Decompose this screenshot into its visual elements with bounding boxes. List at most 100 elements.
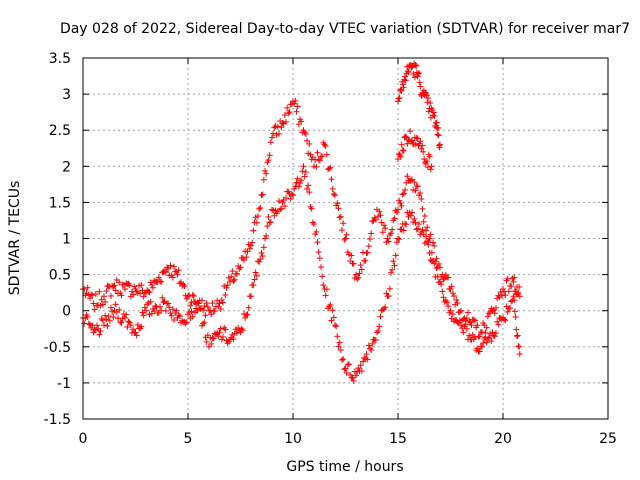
data-point: [276, 130, 282, 137]
data-point: [249, 239, 256, 246]
data-point: [358, 368, 365, 375]
data-point: [99, 317, 106, 324]
data-point: [263, 170, 270, 177]
data-point: [333, 323, 340, 330]
data-point: [420, 218, 427, 225]
data-point: [405, 69, 412, 76]
data-point: [126, 319, 133, 326]
data-point: [423, 158, 430, 165]
data-point: [466, 318, 473, 325]
data-point: [137, 290, 144, 297]
data-point: [340, 220, 347, 227]
data-point: [342, 365, 349, 372]
data-point: [162, 269, 169, 276]
data-point: [145, 288, 152, 295]
data-point: [388, 269, 394, 276]
data-point: [302, 130, 309, 137]
data-point: [372, 216, 379, 223]
data-point: [353, 372, 359, 379]
data-point: [435, 124, 442, 131]
data-point: [417, 83, 424, 90]
data-point: [138, 323, 145, 330]
data-point: [337, 347, 344, 354]
data-point: [402, 77, 409, 84]
data-point: [316, 255, 323, 262]
data-point: [385, 238, 392, 245]
data-point: [90, 300, 97, 307]
data-point: [187, 302, 194, 309]
data-point: [151, 308, 158, 315]
data-point: [300, 163, 307, 170]
data-point: [445, 274, 452, 281]
data-point: [409, 63, 415, 70]
data-point: [327, 164, 334, 171]
data-point: [202, 312, 209, 319]
data-point: [470, 316, 477, 323]
data-point: [392, 252, 399, 259]
data-point: [106, 317, 113, 324]
data-point: [270, 130, 277, 137]
data-point: [407, 212, 414, 219]
data-point: [125, 280, 132, 287]
data-point: [416, 70, 422, 77]
data-point: [175, 312, 182, 319]
data-point: [476, 348, 483, 355]
data-point: [511, 274, 518, 281]
data-point: [444, 299, 450, 306]
data-point: [277, 206, 284, 213]
data-point: [416, 221, 422, 228]
data-point: [498, 292, 505, 299]
data-point: [516, 293, 523, 300]
data-point: [396, 95, 403, 102]
data-point: [476, 333, 483, 340]
data-point: [434, 131, 441, 138]
data-point: [326, 165, 333, 172]
data-point: [155, 274, 162, 281]
data-point: [395, 95, 402, 102]
data-point: [508, 283, 515, 290]
data-point: [463, 315, 470, 322]
data-point: [513, 326, 520, 333]
data-point: [356, 270, 363, 277]
data-point: [393, 209, 400, 216]
chart-title: Day 028 of 2022, Sidereal Day-to-day VTE…: [60, 21, 630, 37]
data-point: [108, 292, 114, 299]
data-point: [285, 110, 292, 117]
data-point: [421, 212, 428, 219]
data-point: [479, 343, 485, 350]
data-point: [239, 327, 246, 334]
data-point: [218, 336, 225, 343]
data-point: [431, 260, 438, 267]
data-point: [108, 304, 114, 311]
data-point: [224, 282, 231, 289]
data-point: [103, 288, 110, 295]
data-point: [140, 293, 147, 300]
data-point: [412, 219, 419, 226]
data-point: [367, 236, 373, 243]
data-point: [259, 191, 266, 198]
data-point: [228, 273, 235, 280]
data-point: [298, 177, 305, 184]
data-point: [130, 291, 137, 298]
y-tick-label: 0.5: [49, 268, 71, 284]
data-point: [472, 334, 478, 341]
data-point: [306, 140, 313, 147]
data-point: [230, 277, 237, 284]
data-point: [407, 128, 414, 135]
data-point: [379, 229, 386, 236]
data-point: [284, 104, 291, 111]
data-point: [486, 310, 492, 317]
data-point: [262, 235, 268, 242]
data-point: [505, 288, 512, 295]
data-point: [339, 356, 345, 363]
data-point: [329, 185, 336, 192]
data-point: [218, 296, 225, 303]
data-point: [339, 227, 345, 234]
data-point: [430, 109, 437, 116]
data-point: [332, 192, 338, 199]
data-point: [350, 260, 357, 267]
data-point: [397, 200, 404, 207]
data-point: [189, 292, 196, 299]
data-point: [350, 377, 357, 384]
data-point: [314, 239, 321, 246]
